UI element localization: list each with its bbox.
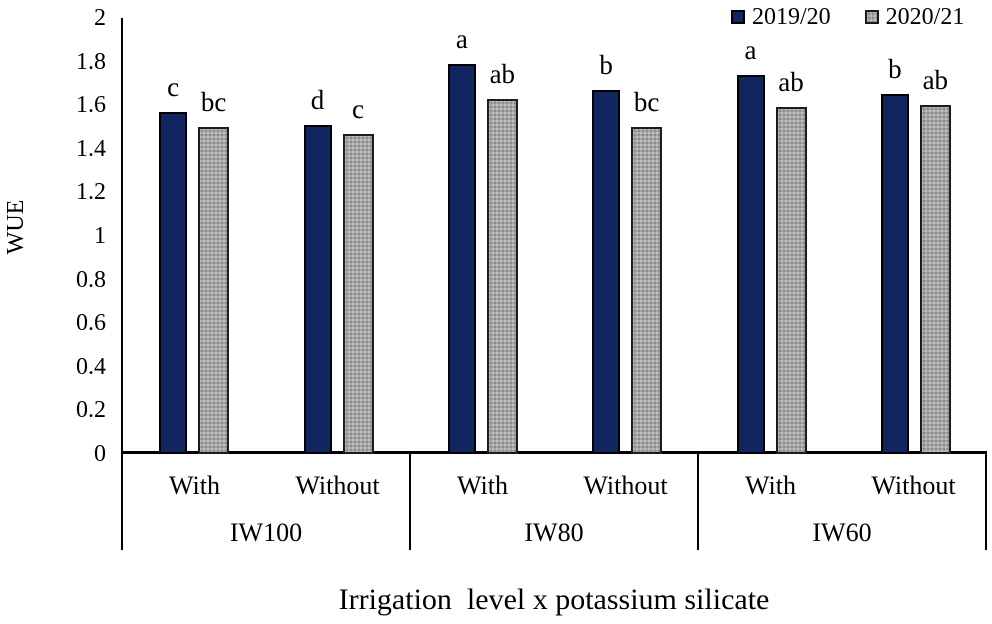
legend-label: 2019/20 [752,3,831,30]
significance-letter: d [310,84,325,115]
bar-2019-20-slot-3 [447,63,476,454]
bar-2019-20-slot-6 [880,94,909,454]
legend-item: 2019/20 [731,4,831,30]
y-tick-label: 0.2 [76,397,106,424]
bar-2020-21-slot-2 [342,133,374,454]
subcategory-label: With [457,471,508,500]
bar-2019-20-slot-5 [736,74,765,454]
subcategory-label: Without [295,471,380,500]
significance-letter: b [599,49,613,80]
bar-2019-20-slot-4 [592,89,621,454]
legend-marker-2020-21 [864,9,879,24]
plot-area [121,18,987,454]
subcategory-label: With [169,471,220,500]
significance-letter: ab [778,67,804,98]
group-label: IW80 [524,518,584,547]
y-tick-label: 1.2 [76,179,106,206]
y-tick-label: 1 [94,223,106,249]
bar-2020-21-slot-3 [486,98,518,454]
legend-marker-2019-20 [731,9,745,24]
y-tick-label: 0.6 [76,310,106,337]
category-axis-table: With Without IW100 With Without IW80 With Witho… [121,454,987,550]
y-tick-label: 1.8 [76,48,106,75]
y-tick-label: 0.8 [76,266,106,293]
significance-letter: bc [200,87,227,117]
group-label: IW60 [812,518,872,547]
y-tick-label: 2 [94,5,106,31]
category-group-iw100: With Without IW100 [121,454,409,550]
bar-2020-21-slot-5 [775,107,807,454]
subcategory-label: With [745,471,796,500]
significance-letter: a [455,23,468,54]
y-axis-title: WUE [3,199,29,255]
significance-letter: ab [922,65,949,96]
x-axis-title: Irrigation level x potassium silicate [338,583,770,616]
subcategory-label: Without [871,471,956,500]
bar-2019-20-slot-1 [159,111,188,454]
category-group-iw60: With Without IW60 [697,454,987,550]
bar-2020-21-slot-4 [631,127,663,454]
y-tick-label: 0.4 [76,353,106,380]
bar-2019-20-slot-2 [303,124,332,454]
y-tick-label: 1.6 [76,92,106,119]
bar-2020-21-slot-6 [919,105,951,454]
subcategory-label: Without [583,471,668,500]
subcategory-row: With Without [123,454,409,504]
significance-letter: bc [633,87,660,117]
significance-letter: b [888,54,902,85]
significance-letter: c [167,71,180,102]
significance-letter: ab [489,58,516,89]
significance-letter: c [352,93,364,124]
category-group-iw80: With Without IW80 [409,454,697,550]
subcategory-row: With Without [699,454,985,504]
legend-label: 2020/21 [885,3,965,30]
legend: 2019/20 2020/21 [731,3,964,30]
bar-2020-21-slot-1 [198,127,230,454]
subcategory-row: With Without [411,454,697,504]
legend-item: 2020/21 [864,3,965,30]
y-tick-label: 0 [94,441,106,467]
significance-letter: a [744,34,757,65]
y-tick-label: 1.4 [76,135,106,162]
group-label: IW100 [229,518,303,547]
